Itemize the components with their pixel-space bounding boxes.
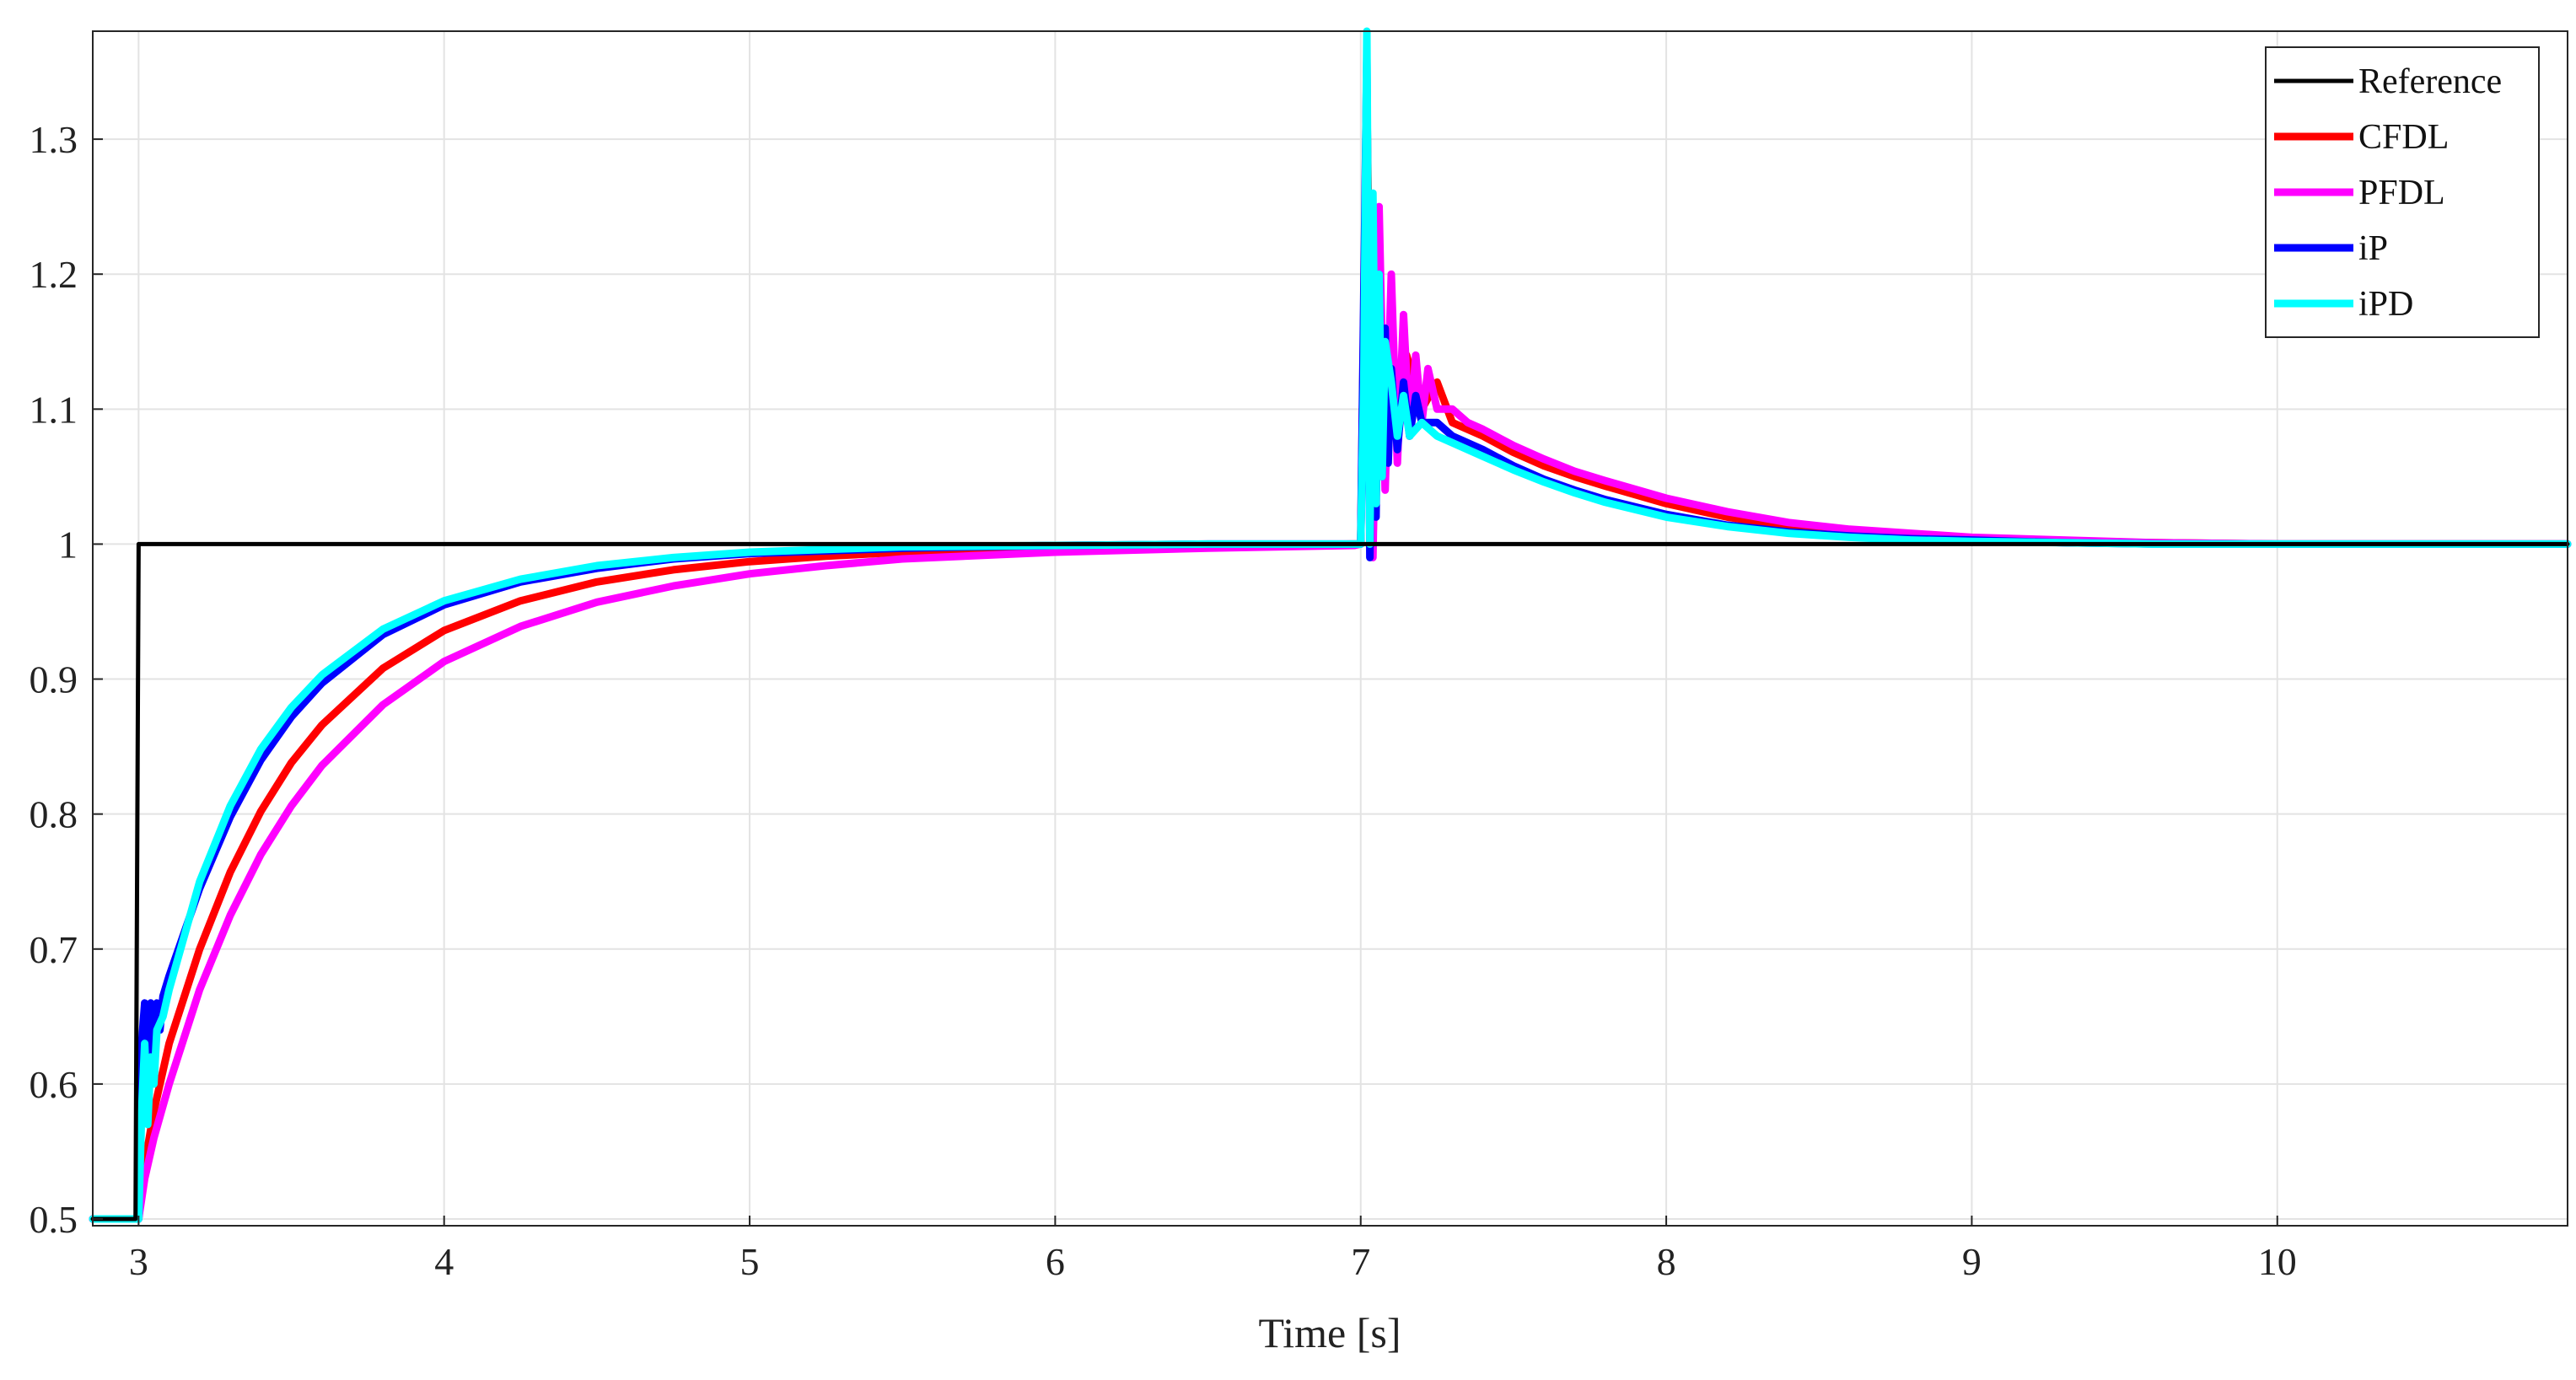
series-line-reference [90,541,2570,1222]
y-tick-label: 0.7 [30,928,78,971]
y-tick-label: 0.6 [30,1063,78,1106]
y-tick-label: 1.3 [30,118,78,161]
x-tick-label: 10 [2258,1240,2297,1283]
x-tick-label: 6 [1046,1240,1065,1283]
x-tick-label: 3 [129,1240,148,1283]
y-tick-label: 1.1 [30,388,78,431]
x-tick-label: 7 [1351,1240,1370,1283]
legend-label: iPD [2358,285,2413,324]
y-tick-label: 0.9 [30,658,78,701]
y-tick-label: 1 [58,523,78,566]
plot-background [93,31,2568,1226]
y-tick-label: 0.5 [30,1198,78,1241]
y-tick-label: 0.8 [30,793,78,836]
plot-frame [92,30,2568,1227]
x-tick-label: 5 [740,1240,760,1283]
tick-labels: 3 4 5 6 7 8 9 10 0.5 0.6 0.7 0.8 0.9 1 1.1 1.2 1.3 [30,118,2297,1283]
x-tick-label: 8 [1657,1240,1676,1283]
x-axis-label: Time [s] [1258,1309,1401,1356]
legend-label: iP [2358,229,2388,268]
legend-label: PFDL [2358,174,2445,212]
y-tick-label: 1.2 [30,253,78,296]
x-tick-label: 4 [434,1240,454,1283]
x-tick-label: 9 [1962,1240,1982,1283]
legend-label: CFDL [2358,118,2449,157]
legend: Reference CFDL PFDL iP iPD [2265,46,2540,338]
legend-label: Reference [2358,62,2502,101]
